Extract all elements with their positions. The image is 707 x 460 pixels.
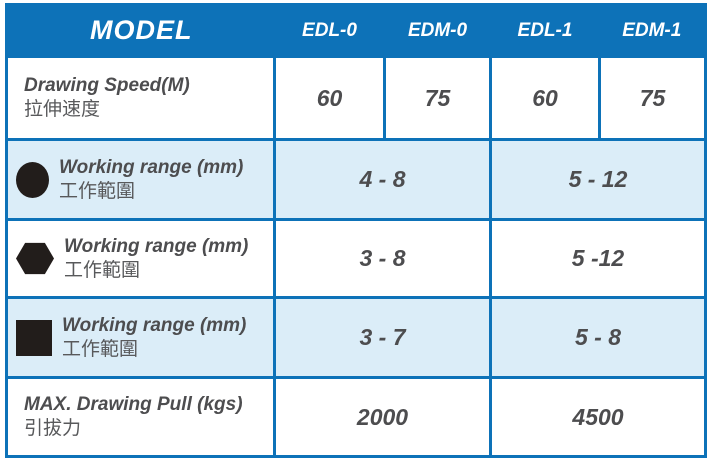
working-range-hex-edl0-edm0: 3 - 8: [273, 218, 492, 299]
max-drawing-pull-edl1-edm1: 4500: [489, 376, 707, 458]
model-spec-table: MODEL EDL-0 EDM-0 EDL-1 EDM-1 Drawing Sp…: [5, 3, 707, 458]
drawing-speed-label-cell: Drawing Speed(M) 拉伸速度: [5, 55, 276, 141]
column-header-edm-1: EDM-1: [599, 4, 706, 57]
column-header-edm-0: EDM-0: [384, 4, 491, 57]
working-range-hex-label-zh: 工作範圍: [64, 259, 141, 281]
square-wire-icon: [16, 319, 52, 356]
working-range-round-label-en: Working range (mm): [59, 156, 244, 178]
working-range-hex-label-en: Working range (mm): [64, 235, 249, 257]
drawing-speed-edm-0: 75: [383, 55, 492, 141]
row-working-range-round: Working range (mm) 工作範圍 4 - 8 5 - 12: [5, 138, 707, 221]
model-header-label: MODEL: [6, 4, 275, 57]
table-header-row: MODEL EDL-0 EDM-0 EDL-1 EDM-1: [6, 4, 706, 57]
working-range-square-edl0-edm0: 3 - 7: [273, 296, 492, 379]
working-range-round-label-zh: 工作範圍: [59, 180, 136, 202]
row-drawing-speed: Drawing Speed(M) 拉伸速度 60 75 60 75: [5, 55, 707, 141]
working-range-square-label-en: Working range (mm): [62, 314, 247, 336]
working-range-square-label-cell: Working range (mm) 工作範圍: [5, 296, 276, 379]
column-header-edl-0: EDL-0: [274, 4, 385, 57]
drawing-speed-edm-1: 75: [598, 55, 707, 141]
working-range-round-edl1-edm1: 5 - 12: [489, 138, 707, 221]
drawing-speed-edl-0: 60: [273, 55, 386, 141]
working-range-square-edl1-edm1: 5 - 8: [489, 296, 707, 379]
max-drawing-pull-label-en: MAX. Drawing Pull (kgs): [24, 394, 243, 416]
drawing-speed-edl-1: 60: [489, 55, 601, 141]
column-header-edl-1: EDL-1: [490, 4, 600, 57]
working-range-hex-label-cell: Working range (mm) 工作範圍: [5, 218, 276, 299]
drawing-speed-label-en: Drawing Speed(M): [24, 75, 190, 97]
row-working-range-square: Working range (mm) 工作範圍 3 - 7 5 - 8: [5, 296, 707, 379]
max-drawing-pull-label-cell: MAX. Drawing Pull (kgs) 引拔力: [5, 376, 276, 458]
drawing-speed-label-zh: 拉伸速度: [24, 99, 101, 120]
round-wire-icon: [16, 161, 49, 198]
working-range-round-label-cell: Working range (mm) 工作範圍: [5, 138, 276, 221]
max-drawing-pull-label-zh: 引拔力: [24, 418, 82, 439]
working-range-round-edl0-edm0: 4 - 8: [273, 138, 492, 221]
max-drawing-pull-edl0-edm0: 2000: [273, 376, 492, 458]
working-range-square-label-zh: 工作範圍: [62, 338, 139, 360]
working-range-hex-edl1-edm1: 5 -12: [489, 218, 707, 299]
row-max-drawing-pull: MAX. Drawing Pull (kgs) 引拔力 2000 4500: [5, 376, 707, 458]
row-working-range-hex: Working range (mm) 工作範圍 3 - 8 5 -12: [5, 218, 707, 299]
hexagon-wire-icon: [16, 242, 54, 275]
